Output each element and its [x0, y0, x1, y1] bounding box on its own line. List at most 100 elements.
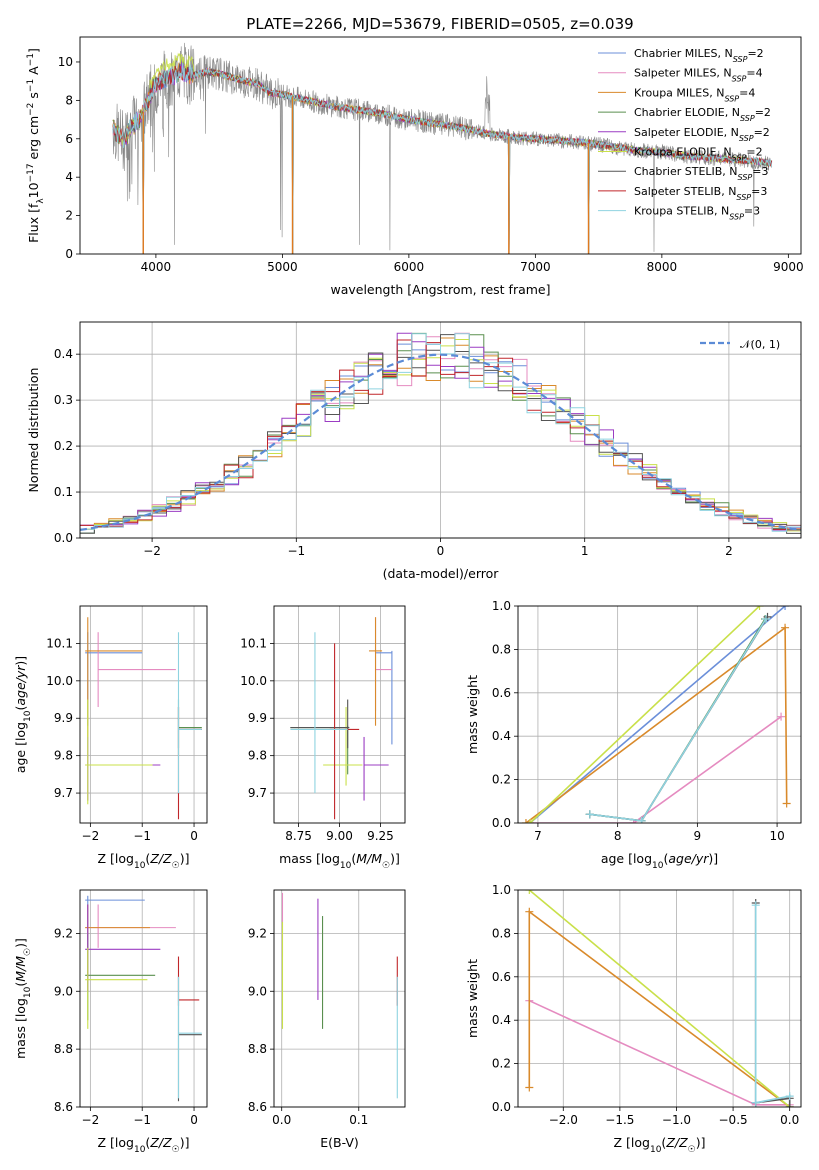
panel-age-vs-Z: −2 −1 0 9.7 9.8 9.9 10.0 10.1 Z [log10(Z/Z☉)] age…: [13, 605, 208, 871]
x-axis-label: (data-model)/error: [383, 566, 500, 581]
y-axis-label: Normed distribution: [26, 368, 41, 493]
x-tick-label: 8: [614, 829, 622, 843]
plot-area: [85, 895, 202, 1102]
x-tick-label: −1: [133, 829, 151, 843]
series-kroupa-miles: [525, 626, 788, 823]
y-tick-label: 6: [65, 132, 73, 146]
series-kroupa-elodie-marker: [755, 606, 764, 610]
y-tick-label: 0.6: [492, 970, 511, 984]
series-kroupa-miles-marker: [521, 819, 530, 823]
legend: 𝒩(0, 1): [700, 338, 780, 351]
x-tick-label: 10: [769, 829, 784, 843]
panel-residuals: −2 −1 0 1 2 0.0 0.1 0.2 0.3 0.4 (data-model)/error…: [26, 321, 802, 581]
panel-mass-vs-EBV: 0.0 0.1 8.6 8.8 9.0 9.2 E(B-V): [248, 889, 406, 1150]
y-tick-label: 1.0: [492, 883, 511, 897]
y-tick-label: 0.3: [54, 393, 73, 407]
x-tick-label: 9: [694, 829, 702, 843]
axes-frame: [79, 605, 208, 824]
x-tick-label: −2.0: [549, 1113, 578, 1127]
plot-area: [112, 42, 773, 254]
panel-spectrum: 4000 5000 6000 7000 8000 9000 0 2 4 6 8 10 wavelengt…: [26, 36, 804, 297]
series-kroupa-elodie: [529, 606, 761, 823]
y-tick-label: 9.0: [54, 984, 73, 998]
panel-mass-vs-Z: −2 −1 0 8.6 8.8 9.0 9.2 Z [log10(Z/Z☉)] mass [lo…: [13, 889, 208, 1155]
axes-frame: [273, 605, 406, 824]
x-tick-label: 6000: [394, 260, 425, 274]
x-tick-label: 9.25: [367, 829, 394, 843]
series-kroupa-stelib-marker: [761, 615, 770, 624]
x-tick-label: 0: [190, 829, 198, 843]
y-tick-label: 8.8: [54, 1042, 73, 1056]
y-tick-label: 0.8: [492, 642, 511, 656]
y-tick-label: 9.2: [248, 926, 267, 940]
series-chabrier-stelib-marker: [785, 1103, 794, 1107]
x-tick-label: 0.0: [272, 1113, 291, 1127]
series-kroupa-stelib-marker: [751, 901, 760, 910]
y-tick-label: 9.7: [54, 786, 73, 800]
y-axis-label: Flux [fλ10−17 erg cm−2 s−1 A−1]: [26, 48, 46, 243]
x-axis-label: E(B-V): [320, 1135, 359, 1150]
x-axis-label: mass [log10(M/M☉)]: [279, 851, 400, 871]
y-axis-label: mass weight: [465, 959, 480, 1038]
figure-title: PLATE=2266, MJD=53679, FIBERID=0505, z=0…: [246, 15, 633, 33]
x-tick-label: −1.5: [605, 1113, 634, 1127]
series-kroupa-stelib-marker: [751, 1098, 760, 1107]
x-axis-label: Z [log10(Z/Z☉)]: [98, 851, 190, 871]
legend-entry: 𝒩(0, 1): [740, 338, 780, 351]
series-kroupa-miles-marker: [525, 1083, 534, 1092]
series-kroupa-stelib-marker: [785, 1092, 794, 1101]
y-tick-label: 10: [58, 55, 73, 69]
y-tick-label: 0: [65, 247, 73, 261]
y-tick-label: 0.6: [492, 686, 511, 700]
y-tick-label: 8.6: [54, 1100, 73, 1114]
series-kroupa-miles-marker: [525, 907, 534, 916]
series-kroupa-elodie-marker: [525, 819, 534, 823]
y-tick-label: 9.0: [248, 984, 267, 998]
series-kroupa-elodie-marker: [525, 890, 534, 894]
series-kroupa-stelib: [754, 905, 790, 1104]
legend-entry: Salpeter MILES, NSSP=4: [634, 67, 763, 84]
x-tick-label: −2: [143, 544, 161, 558]
legend-entry: Kroupa STELIB, NSSP=3: [634, 205, 760, 222]
y-tick-label: 0.4: [54, 347, 73, 361]
x-tick-label: −1.0: [662, 1113, 691, 1127]
series-kroupa-miles-marker: [782, 799, 791, 808]
series-salpeter-miles-marker: [777, 712, 786, 721]
y-tick-label: 0.2: [492, 1057, 511, 1071]
x-tick-label: −1: [287, 544, 305, 558]
model-kroupa-stelib: [112, 63, 773, 254]
x-tick-label: −1: [133, 1113, 151, 1127]
legend-entry: Chabrier MILES, NSSP=2: [634, 47, 764, 64]
x-tick-label: 0: [190, 1113, 198, 1127]
x-tick-label: 8000: [647, 260, 678, 274]
y-tick-label: 0.4: [492, 1013, 511, 1027]
panel-age-vs-mass: 8.75 9.00 9.25 9.7 9.8 9.9 10.0 10.1 mass [log10…: [240, 605, 406, 871]
panel-weight-vs-Z: −2.0 −1.5 −1.0 −0.5 0.0 0.0 0.2 0.4 0.6 0.8 1.0 Z […: [465, 883, 802, 1155]
plot-area: [85, 617, 202, 820]
x-tick-label: 9.00: [326, 829, 353, 843]
x-axis-label: age [log10(age/yr)]: [601, 851, 718, 871]
axes-frame: [517, 605, 802, 824]
y-tick-label: 0.0: [54, 531, 73, 545]
y-tick-label: 0.0: [492, 1100, 511, 1114]
series-kroupa-stelib-marker: [585, 810, 594, 819]
x-tick-label: 7: [534, 829, 542, 843]
y-tick-label: 9.8: [54, 749, 73, 763]
x-tick-label: 7000: [520, 260, 551, 274]
plot-area: [290, 617, 393, 820]
axes-frame: [79, 321, 802, 539]
x-tick-label: 9000: [773, 260, 804, 274]
y-tick-label: 9.8: [248, 749, 267, 763]
y-tick-label: 10.1: [46, 636, 73, 650]
plot-area: [281, 892, 398, 1099]
y-tick-label: 10.0: [240, 674, 267, 688]
axes-frame: [79, 889, 208, 1108]
legend-entry: Salpeter STELIB, NSSP=3: [634, 185, 767, 202]
y-axis-label: mass weight: [465, 675, 480, 754]
series-kroupa-miles-marker: [781, 623, 790, 632]
x-tick-label: 2: [725, 544, 733, 558]
x-tick-label: 5000: [267, 260, 298, 274]
series-chabrier-miles-marker: [781, 606, 790, 610]
legend-entry: Salpeter ELODIE, NSSP=2: [634, 126, 770, 143]
